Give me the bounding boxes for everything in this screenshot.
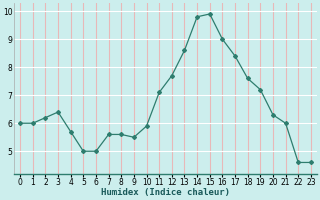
X-axis label: Humidex (Indice chaleur): Humidex (Indice chaleur) [101,188,230,197]
